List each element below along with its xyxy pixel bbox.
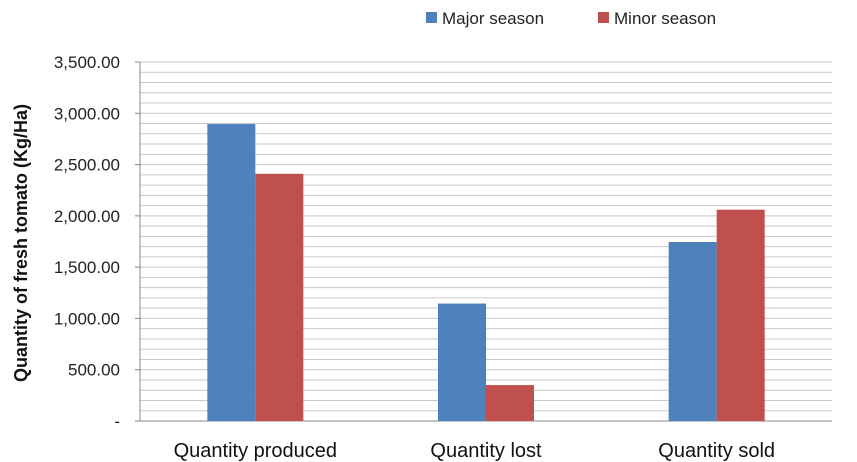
y-tick-label: 2,500.00 — [54, 156, 120, 175]
bar-major-season — [668, 242, 717, 421]
x-category-labels: Quantity produced Quantity lost Quantity s… — [174, 440, 775, 462]
x-category-label: Quantity produced — [174, 440, 337, 462]
y-tick-label: 1,500.00 — [54, 258, 120, 277]
legend-swatch — [598, 12, 609, 23]
y-tick-label: 3,500.00 — [54, 53, 120, 72]
x-category-label: Quantity sold — [658, 440, 775, 462]
legend-label: Minor season — [614, 9, 716, 28]
y-tick-label: 3,000.00 — [54, 104, 120, 123]
x-category-label: Quantity lost — [430, 440, 542, 462]
y-tick-label: 500.00 — [68, 361, 120, 380]
bar-minor-season — [486, 385, 534, 421]
y-tick-label: 2,000.00 — [54, 207, 120, 226]
legend-swatch — [426, 12, 437, 23]
y-tick-label: 1,000.00 — [54, 309, 120, 328]
bars — [207, 124, 765, 421]
bar-minor-season — [255, 173, 304, 421]
bar-major-season — [438, 303, 486, 421]
legend: Major season Minor season — [426, 9, 716, 28]
legend-label: Major season — [442, 9, 544, 28]
bar-minor-season — [716, 209, 765, 421]
y-tick-labels: - 500.00 1,000.00 1,500.00 2,000.00 2,500.00 3… — [54, 53, 140, 431]
bar-major-season — [207, 124, 256, 421]
y-tick-label: - — [114, 412, 120, 431]
y-axis-title: Quantity of fresh tomato (Kg/Ha) — [11, 104, 31, 382]
